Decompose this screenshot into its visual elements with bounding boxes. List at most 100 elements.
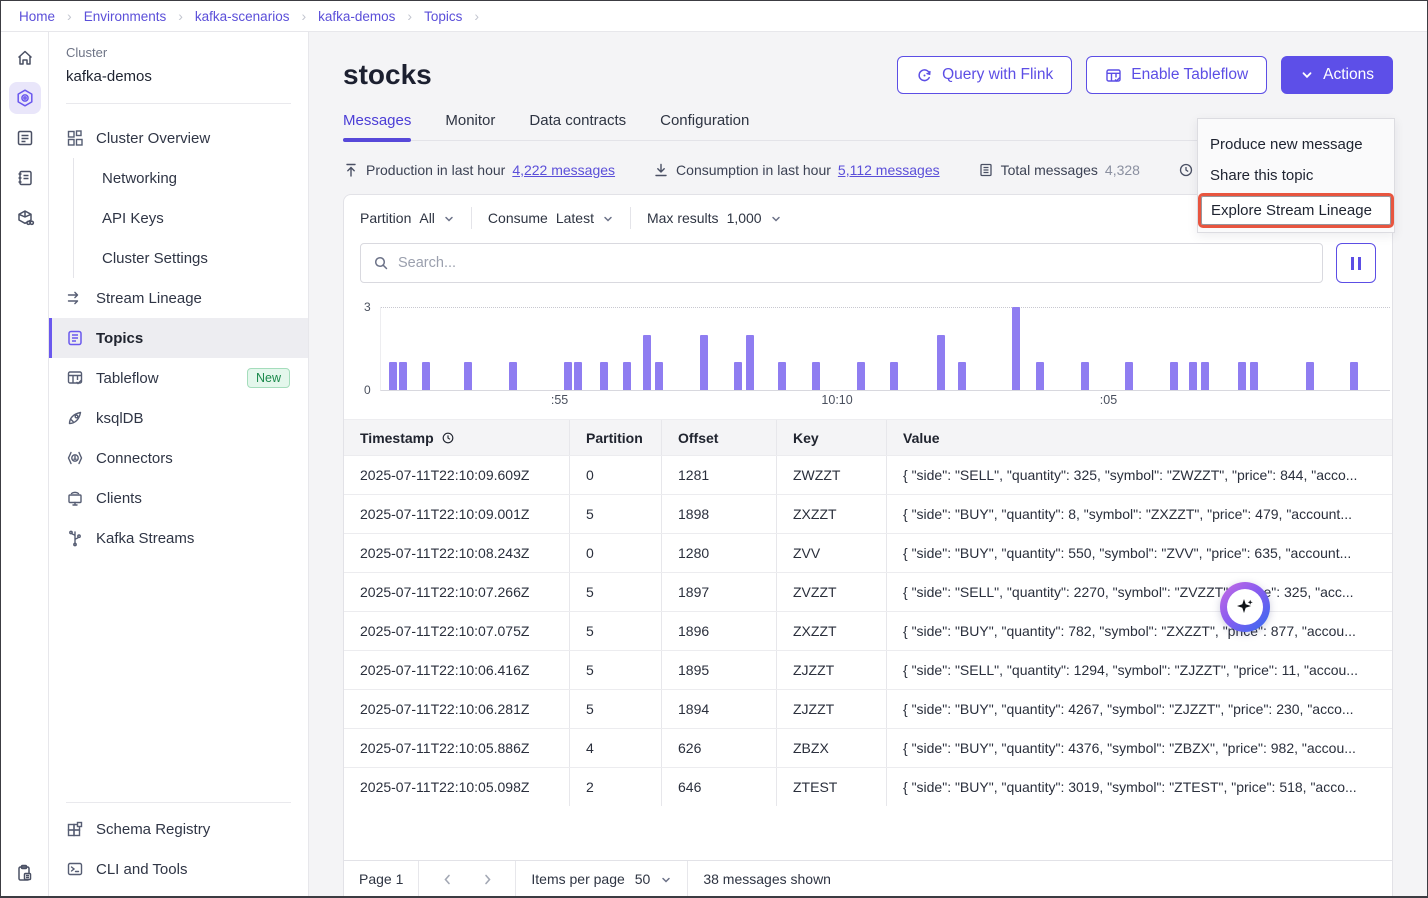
- cell-value: { "side": "SELL", "quantity": 325, "symb…: [887, 456, 1392, 494]
- table-row[interactable]: 2025-07-11T22:10:08.243Z01280ZVV{ "side"…: [344, 533, 1392, 572]
- table-body: 2025-07-11T22:10:09.609Z01281ZWZZT{ "sid…: [344, 455, 1392, 806]
- sidebar-item-api-keys[interactable]: API Keys: [74, 198, 308, 238]
- chart-bar: [655, 362, 663, 390]
- max-results-filter[interactable]: Max results 1,000: [647, 210, 782, 226]
- sidebar-item-kafka-streams[interactable]: Kafka Streams: [49, 518, 308, 558]
- search-input[interactable]: [398, 255, 1310, 271]
- chart-bar: [509, 362, 517, 390]
- cell-value: { "side": "BUY", "quantity": 4267, "symb…: [887, 690, 1392, 728]
- menu-item-produce-new-message[interactable]: Produce new message: [1198, 129, 1394, 160]
- x-axis-tick: :55: [551, 393, 568, 407]
- cell-value: { "side": "BUY", "quantity": 4376, "symb…: [887, 729, 1392, 767]
- table-row[interactable]: 2025-07-11T22:10:05.098Z2646ZTEST{ "side…: [344, 767, 1392, 806]
- table-row[interactable]: 2025-07-11T22:10:09.609Z01281ZWZZT{ "sid…: [344, 455, 1392, 494]
- tableflow-icon: [66, 369, 84, 387]
- tab-messages[interactable]: Messages: [343, 112, 411, 140]
- streams-tree-icon: [66, 529, 84, 547]
- cell-timestamp: 2025-07-11T22:10:09.609Z: [344, 456, 570, 494]
- filter-label: Max results: [647, 210, 719, 226]
- sidebar-item-label: CLI and Tools: [96, 861, 187, 878]
- chart-bar: [812, 362, 820, 390]
- clipboard-icon[interactable]: [9, 857, 41, 889]
- sidebar-item-cluster-overview[interactable]: Cluster Overview: [49, 118, 308, 158]
- chart-bar: [1189, 362, 1197, 390]
- cell-timestamp: 2025-07-11T22:10:07.075Z: [344, 612, 570, 650]
- previous-page-button[interactable]: [434, 873, 460, 886]
- chart-bar: [623, 362, 631, 390]
- chevron-down-icon: [660, 874, 672, 886]
- stat-label: Production in last hour: [366, 162, 505, 178]
- breadcrumb-link[interactable]: Home: [19, 9, 55, 24]
- sidebar-item-cli-and-tools[interactable]: CLI and Tools: [49, 849, 308, 889]
- breadcrumb-link[interactable]: kafka-scenarios: [195, 9, 290, 24]
- breadcrumb-separator-icon: ›: [67, 8, 72, 24]
- menu-item-share-this-topic[interactable]: Share this topic: [1198, 160, 1394, 191]
- filter-value: Latest: [556, 210, 594, 226]
- menu-item-explore-stream-lineage[interactable]: Explore Stream Lineage: [1198, 193, 1394, 228]
- partition-filter[interactable]: Partition All: [360, 210, 455, 226]
- breadcrumb-link[interactable]: Environments: [84, 9, 167, 24]
- notebook-icon[interactable]: [9, 162, 41, 194]
- breadcrumb-link[interactable]: Topics: [424, 9, 462, 24]
- breadcrumb-link[interactable]: kafka-demos: [318, 9, 395, 24]
- cell-partition: 4: [570, 729, 662, 767]
- sidebar-item-tableflow[interactable]: Tableflow New: [49, 358, 308, 398]
- chart-bar: [1238, 362, 1246, 390]
- items-per-page-label: Items per page: [531, 871, 624, 887]
- consume-filter[interactable]: Consume Latest: [488, 210, 614, 226]
- divider: [630, 207, 631, 229]
- table-row[interactable]: 2025-07-11T22:10:09.001Z51898ZXZZT{ "sid…: [344, 494, 1392, 533]
- tab-data-contracts[interactable]: Data contracts: [529, 112, 626, 140]
- production-messages-link[interactable]: 4,222 messages: [512, 162, 615, 178]
- notes-icon[interactable]: [9, 122, 41, 154]
- chart-bar: [734, 362, 742, 390]
- actions-button[interactable]: Actions: [1281, 56, 1393, 94]
- sidebar-item-networking[interactable]: Networking: [74, 158, 308, 198]
- cell-key: ZBZX: [777, 729, 887, 767]
- enable-tableflow-button[interactable]: Enable Tableflow: [1086, 56, 1267, 94]
- flink-icon: [916, 67, 933, 84]
- consumption-messages-link[interactable]: 5,112 messages: [838, 162, 940, 178]
- items-per-page-select[interactable]: Items per page 50: [515, 861, 687, 897]
- chart-bar: [1306, 362, 1314, 390]
- tab-configuration[interactable]: Configuration: [660, 112, 749, 140]
- sidebar-item-ksqldb[interactable]: ksqlDB: [49, 398, 308, 438]
- cell-offset: 1281: [662, 456, 777, 494]
- table-row[interactable]: 2025-07-11T22:10:05.886Z4626ZBZX{ "side"…: [344, 728, 1392, 767]
- query-with-flink-button[interactable]: Query with Flink: [897, 56, 1072, 94]
- pause-button[interactable]: [1336, 243, 1376, 283]
- clock-icon: [1178, 162, 1194, 178]
- sidebar-item-schema-registry[interactable]: Schema Registry: [49, 809, 308, 849]
- sidebar-item-label: Connectors: [96, 450, 173, 467]
- home-icon[interactable]: [9, 42, 41, 74]
- column-label: Timestamp: [360, 430, 434, 446]
- cell-value: { "side": "BUY", "quantity": 3019, "symb…: [887, 768, 1392, 806]
- pagination-bar: Page 1 Items per page 50 38 messages sho…: [344, 860, 1392, 897]
- next-page-button[interactable]: [474, 873, 500, 886]
- filter-value: All: [419, 210, 435, 226]
- sidebar-item-cluster-settings[interactable]: Cluster Settings: [74, 238, 308, 278]
- rocket-icon: [66, 409, 84, 427]
- app-window: Home›Environments›kafka-scenarios›kafka-…: [0, 0, 1428, 898]
- chart-bar: [643, 335, 651, 390]
- messages-table: Timestamp Partition Offset Key Value 202…: [344, 419, 1392, 860]
- cell-partition: 2: [570, 768, 662, 806]
- cluster-icon[interactable]: [9, 82, 41, 114]
- lineage-box-icon[interactable]: [9, 202, 41, 234]
- search-row: [344, 237, 1392, 283]
- cell-offset: 1895: [662, 651, 777, 689]
- tab-monitor[interactable]: Monitor: [445, 112, 495, 140]
- chart-bar: [564, 362, 572, 390]
- throughput-chart: 3 0 :5510:10:05: [362, 297, 1390, 409]
- sidebar-item-connectors[interactable]: Connectors: [49, 438, 308, 478]
- chart-bar: [422, 362, 430, 390]
- ai-assistant-button[interactable]: [1220, 582, 1270, 632]
- chart-bar: [1170, 362, 1178, 390]
- table-row[interactable]: 2025-07-11T22:10:06.281Z51894ZJZZT{ "sid…: [344, 689, 1392, 728]
- sidebar-item-clients[interactable]: Clients: [49, 478, 308, 518]
- table-row[interactable]: 2025-07-11T22:10:06.416Z51895ZJZZT{ "sid…: [344, 650, 1392, 689]
- sidebar-item-label: Topics: [96, 330, 143, 347]
- sidebar-item-stream-lineage[interactable]: Stream Lineage: [49, 278, 308, 318]
- sidebar-item-topics[interactable]: Topics: [49, 318, 308, 358]
- col-timestamp[interactable]: Timestamp: [344, 420, 570, 455]
